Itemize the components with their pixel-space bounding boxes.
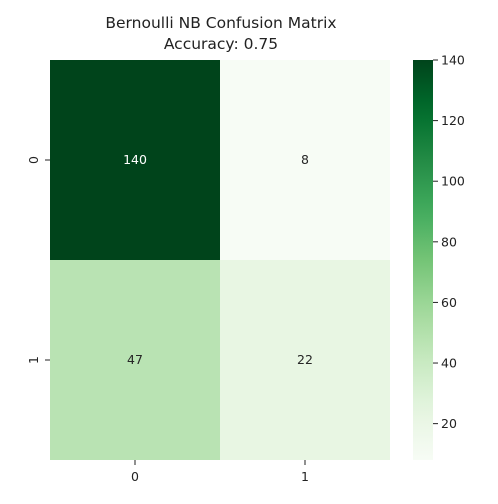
colorbar-tick-label-80: 80 — [441, 234, 457, 249]
heatmap-cell-1-1 — [220, 260, 390, 460]
heatmap-cell-0-1 — [220, 60, 390, 260]
chart-title: Bernoulli NB Confusion Matrix — [105, 14, 336, 32]
cell-value-label-0-0: 140 — [123, 152, 147, 167]
y-axis: 01 — [26, 156, 50, 364]
cell-value-label-1-1: 22 — [297, 352, 313, 367]
colorbar-tick-label-40: 40 — [441, 356, 457, 371]
x-tick-label-1: 1 — [301, 469, 309, 484]
colorbar-tick-label-20: 20 — [441, 416, 457, 431]
colorbar: 20 40 60 80 100 120 140 — [413, 53, 465, 460]
colorbar-gradient — [413, 60, 433, 460]
heatmap-cell-0-0 — [50, 60, 220, 260]
x-tick-label-0: 0 — [131, 469, 139, 484]
y-tick-label-1: 1 — [26, 356, 41, 364]
colorbar-tick-label-100: 100 — [441, 174, 465, 189]
colorbar-tick-label-120: 120 — [441, 113, 465, 128]
cell-value-label-0-1: 8 — [301, 152, 309, 167]
chart-subtitle: Accuracy: 0.75 — [164, 35, 278, 53]
colorbar-tick-label-140: 140 — [441, 53, 465, 68]
heatmap-grid: 140 8 47 22 — [50, 60, 390, 460]
heatmap-cell-1-0 — [50, 260, 220, 460]
y-tick-label-0: 0 — [26, 156, 41, 164]
cell-value-label-1-0: 47 — [127, 352, 143, 367]
colorbar-tick-label-60: 60 — [441, 295, 457, 310]
